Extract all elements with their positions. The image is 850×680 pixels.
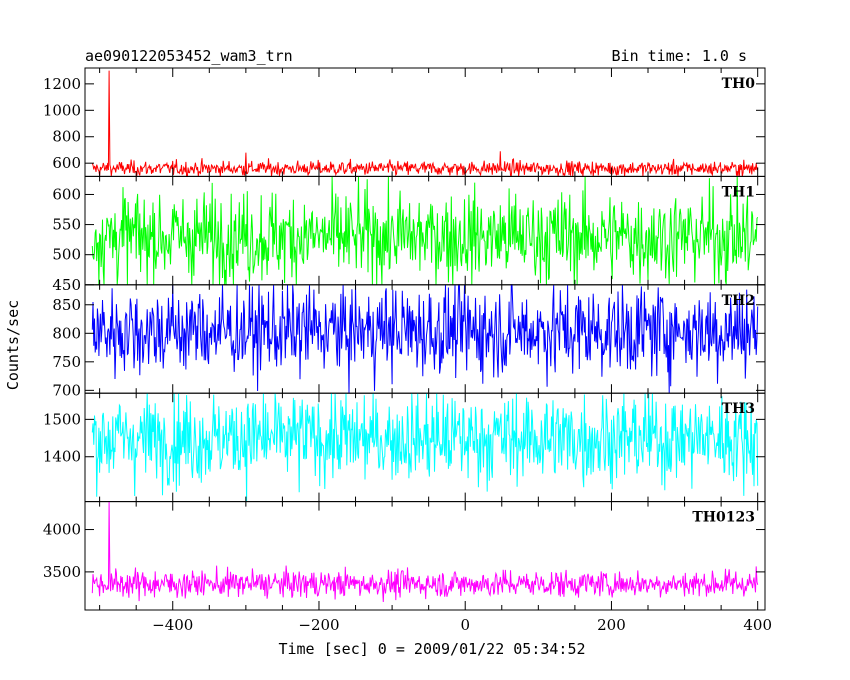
y-tick-label: 1500 — [43, 410, 81, 428]
y-tick-label: 800 — [52, 324, 81, 342]
series-line-th0 — [91, 70, 759, 178]
panel-frame-th0 — [84, 67, 766, 177]
x-tick-label: −200 — [298, 616, 339, 634]
y-tick-label: 550 — [52, 216, 81, 234]
y-tick-label: 750 — [52, 353, 81, 371]
x-tick-label: 200 — [597, 616, 626, 634]
y-tick-label: 4000 — [43, 521, 81, 539]
y-tick-label: 700 — [52, 381, 81, 399]
series-line-th3 — [91, 393, 759, 502]
chart-title: ae090122053452_wam3_trn — [85, 47, 293, 65]
x-tick-label: −400 — [152, 616, 193, 634]
y-tick-label: 3500 — [43, 563, 81, 581]
y-tick-label: 850 — [52, 296, 81, 314]
series-line-th2 — [91, 284, 759, 394]
series-line-th0123 — [91, 501, 759, 603]
series-line-th1 — [91, 176, 759, 285]
panel-label-th0123: TH0123 — [692, 510, 755, 526]
x-tick-label: 0 — [460, 616, 470, 634]
panel-frame-th0123 — [84, 501, 766, 611]
panel-label-th3: TH3 — [722, 401, 755, 417]
y-tick-label: 1000 — [43, 101, 81, 119]
bin-time-label: Bin time: 1.0 s — [612, 47, 747, 65]
panel-label-th2: TH2 — [722, 293, 755, 309]
y-axis-label: Counts/sec — [4, 300, 22, 390]
panel-label-th0: TH0 — [722, 76, 756, 92]
y-tick-label: 1200 — [43, 75, 81, 93]
y-tick-label: 1400 — [43, 448, 81, 466]
panel-label-th1: TH1 — [722, 184, 755, 200]
x-tick-label: 400 — [743, 616, 772, 634]
x-axis-label: Time [sec] 0 = 2009/01/22 05:34:52 — [278, 640, 585, 658]
y-tick-label: 450 — [52, 276, 81, 294]
y-tick-label: 500 — [52, 246, 81, 264]
y-tick-label: 600 — [52, 185, 81, 203]
panels-group: 600 800 1000 1200 TH0 450 500 550 600 TH1 700 750 80… — [43, 67, 772, 634]
y-tick-label: 800 — [52, 128, 81, 146]
y-tick-label: 600 — [52, 154, 81, 172]
